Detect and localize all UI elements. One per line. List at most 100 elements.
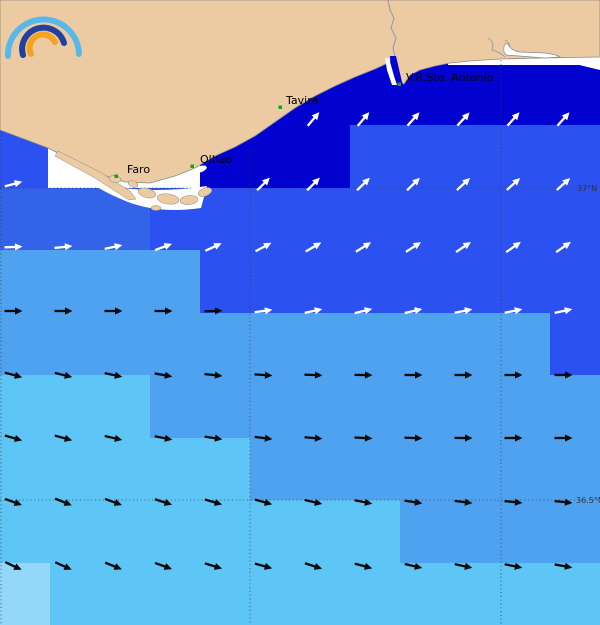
direction-arrow	[204, 434, 223, 442]
guadiana-river	[387, 0, 397, 58]
direction-arrow	[306, 112, 320, 127]
stream	[487, 37, 506, 58]
direction-arrow	[254, 434, 273, 442]
city-markers: Faro Olhao Tavira V.R.Sto. Antonio	[114, 71, 494, 178]
direction-arrow	[406, 177, 420, 192]
barrier-island	[198, 187, 212, 197]
latitude-labels: 37°N 36.5°N	[576, 184, 600, 505]
direction-arrow	[4, 243, 23, 251]
direction-arrow	[304, 562, 323, 570]
direction-arrow	[4, 497, 22, 506]
direction-arrow	[354, 434, 373, 442]
river-mouth	[390, 56, 404, 87]
direction-arrow	[54, 497, 72, 506]
ocean-cell	[50, 563, 600, 625]
direction-arrow	[354, 307, 373, 315]
city-label: Faro	[127, 163, 150, 176]
city-dot-icon	[397, 82, 401, 86]
direction-arrow	[504, 307, 523, 315]
direction-arrow	[406, 112, 420, 127]
direction-arrow	[154, 307, 173, 315]
direction-arrow	[555, 241, 571, 254]
direction-arrow	[556, 177, 571, 191]
rainbow-arcs-logo	[4, 16, 82, 59]
logo-arc-icon	[4, 16, 82, 59]
city-label: V.R.Sto. Antonio	[406, 71, 494, 84]
city-marker-tavira[interactable]: Tavira	[278, 94, 319, 109]
latitude-label: 37°N	[577, 184, 597, 193]
direction-arrow	[4, 371, 23, 379]
ocean-cell	[0, 563, 50, 625]
land-coastline	[0, 0, 600, 184]
ocean-cell	[400, 500, 600, 563]
direction-arrow	[254, 562, 273, 570]
direction-arrow	[554, 371, 573, 379]
direction-arrow	[54, 371, 73, 379]
direction-arrow	[204, 562, 223, 570]
direction-arrow	[456, 112, 470, 127]
ocean-cell	[0, 438, 250, 500]
direction-arrow	[504, 371, 523, 379]
direction-arrow	[404, 498, 423, 506]
direction-arrow	[254, 307, 273, 315]
ocean-cell	[250, 438, 600, 500]
logo-arc-icon	[19, 24, 67, 58]
direction-arrow	[304, 371, 323, 379]
ocean-cell	[150, 188, 600, 250]
city-marker-v-r-sto-antonio[interactable]: V.R.Sto. Antonio	[397, 71, 494, 86]
direction-arrow	[304, 434, 323, 442]
ocean-cell	[0, 313, 550, 375]
direction-arrow	[504, 562, 523, 570]
direction-arrow	[356, 112, 370, 127]
direction-arrow	[505, 241, 521, 254]
barrier-island	[137, 187, 157, 199]
city-label: Tavira	[285, 94, 318, 107]
city-label: Olhao	[200, 153, 232, 166]
direction-arrow	[454, 498, 473, 506]
lagoon-and-rivers	[54, 0, 600, 211]
direction-arrow	[255, 242, 272, 253]
direction-arrow	[454, 562, 473, 570]
lagoon-channel	[211, 64, 391, 170]
ocean-cell	[350, 125, 600, 188]
ocean-cell	[0, 375, 150, 438]
direction-arrow	[404, 434, 423, 442]
direction-arrow	[304, 498, 323, 506]
direction-arrow	[404, 562, 423, 570]
direction-arrow	[506, 112, 520, 127]
coastal-spit	[503, 43, 562, 59]
direction-arrow	[456, 177, 471, 191]
direction-arrow	[154, 243, 172, 252]
direction-arrow	[256, 177, 270, 192]
ocean-cell	[0, 500, 400, 563]
direction-arrow	[305, 242, 322, 253]
direction-arrow	[4, 434, 23, 442]
city-marker-faro[interactable]: Faro	[114, 163, 151, 178]
city-dot-icon	[190, 164, 194, 168]
nearshore-nodata-strip	[575, 64, 600, 70]
direction-arrow	[154, 498, 173, 506]
harbour-inlet	[195, 165, 207, 173]
direction-arrow	[554, 562, 573, 570]
direction-arrow	[306, 177, 320, 192]
direction-arrow	[204, 371, 223, 379]
logo-arc-icon	[26, 31, 58, 57]
direction-arrow	[354, 498, 373, 506]
barrier-island	[156, 193, 180, 205]
direction-arrow	[104, 561, 122, 570]
direction-arrow	[405, 242, 422, 253]
direction-arrow	[104, 371, 123, 379]
barrier-island	[179, 195, 199, 205]
direction-arrow	[54, 561, 72, 570]
direction-arrow	[455, 241, 471, 253]
direction-arrow	[254, 371, 273, 379]
direction-arrow	[104, 434, 123, 442]
city-marker-olhao[interactable]: Olhao	[190, 153, 233, 168]
direction-arrow	[54, 243, 73, 251]
direction-arrow	[554, 307, 573, 315]
direction-arrow	[154, 434, 173, 442]
direction-arrow	[554, 498, 573, 506]
direction-arrow	[304, 307, 323, 315]
